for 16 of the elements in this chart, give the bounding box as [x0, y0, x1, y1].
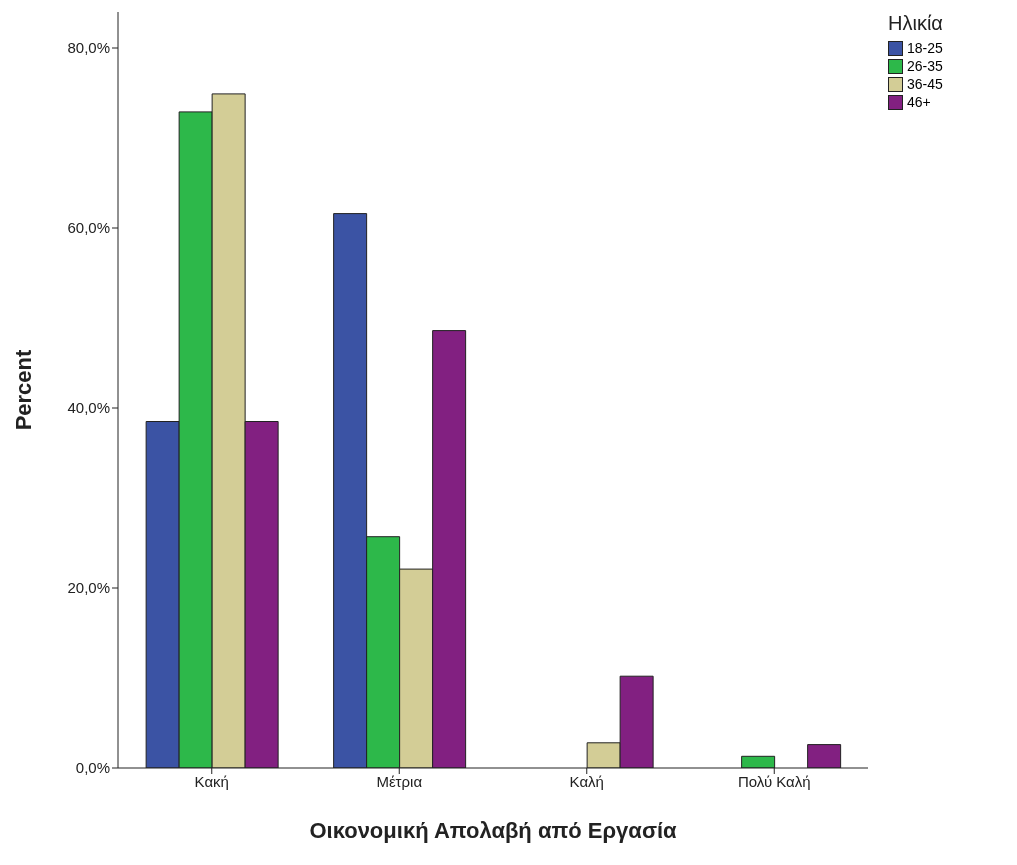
- legend-title: Ηλικία: [888, 12, 944, 35]
- x-axis-title: Οικονομική Απολαβή από Εργασία: [309, 818, 678, 843]
- x-tick-label: Κακή: [194, 772, 229, 790]
- legend-label: 36-45: [906, 75, 944, 93]
- y-tick-label: 60,0%: [67, 219, 110, 237]
- legend-label: 46+: [906, 93, 932, 111]
- y-tick-label: 80,0%: [67, 39, 110, 57]
- y-tick-label: 20,0%: [67, 579, 110, 597]
- legend-label: 18-25: [906, 39, 944, 57]
- y-axis-title: Percent: [10, 348, 36, 431]
- y-tick-label: 0,0%: [75, 759, 110, 777]
- y-tick-label: 40,0%: [67, 399, 110, 417]
- x-tick-label: Μέτρια: [376, 772, 423, 790]
- x-tick-label: Καλή: [569, 772, 604, 790]
- x-tick-label: Πολύ Καλή: [737, 772, 811, 790]
- legend-label: 26-35: [906, 57, 944, 75]
